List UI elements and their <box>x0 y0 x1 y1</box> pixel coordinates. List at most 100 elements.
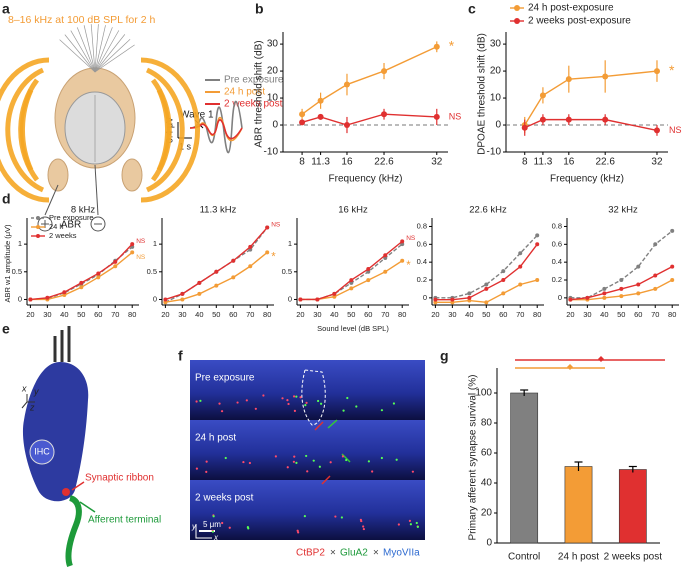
ribbon-dot <box>62 488 70 496</box>
speaker-line <box>64 34 96 73</box>
data-point <box>450 297 455 302</box>
cell-outline <box>301 369 326 426</box>
punctum <box>318 465 321 468</box>
data-point <box>619 294 624 299</box>
data-point <box>248 244 253 249</box>
axis-glyph <box>21 394 35 409</box>
data-point <box>484 300 489 305</box>
punctum <box>195 467 199 470</box>
x-tick-label: 40 <box>330 310 338 319</box>
x-axis-label: Frequency (kHz) <box>329 174 403 185</box>
data-point <box>670 228 675 233</box>
speaker-line <box>94 27 113 73</box>
data-point <box>565 76 572 83</box>
x-tick-label: 22.6 <box>595 157 615 168</box>
row-label: 2 weeks post <box>195 493 254 504</box>
punctum <box>218 402 221 405</box>
x-tick-label: 30 <box>583 310 591 319</box>
panel-label: a <box>2 1 10 17</box>
data-point <box>653 273 658 278</box>
legend-label: 2 weeks <box>49 231 77 240</box>
y-tick-label: 30 <box>490 39 502 50</box>
x-tick-label: 70 <box>651 310 659 319</box>
chart-title: 16 kHz <box>338 205 368 216</box>
x-tick-label: Control <box>508 552 540 563</box>
punctum <box>293 409 297 412</box>
y-tick-label: 0 <box>18 294 22 303</box>
punctum <box>416 525 419 528</box>
data-point <box>636 282 641 287</box>
data-point <box>248 264 253 269</box>
punctum <box>312 459 315 462</box>
speaker-line <box>76 27 96 73</box>
x-tick-label: 32 <box>651 157 663 168</box>
data-point <box>400 242 405 247</box>
punctum <box>295 461 298 465</box>
x-tick-label: 80 <box>128 310 136 319</box>
punctum <box>205 460 208 463</box>
punctum <box>286 399 289 402</box>
nucleus <box>29 439 55 465</box>
punctum <box>334 515 337 518</box>
data-point <box>45 295 50 300</box>
punctum <box>236 401 239 404</box>
panel-e-diagram: IHC Synaptic ribbon Afferent terminal x … <box>21 326 161 568</box>
punctum <box>254 407 257 410</box>
chart-title: 22.6 kHz <box>469 205 507 216</box>
data-point <box>400 239 405 244</box>
data-point <box>343 81 350 88</box>
data-point <box>79 285 84 290</box>
punctum <box>380 409 384 412</box>
y-axis-label: ABR w1 amplitude (μV) <box>3 224 12 303</box>
chart-title: 11.3 kHz <box>200 205 237 216</box>
data-point <box>163 297 168 302</box>
y-tick-label: 0.5 <box>282 267 292 276</box>
data-point <box>62 293 67 298</box>
x-tick-label: 30 <box>178 310 186 319</box>
end-label: * <box>449 37 455 53</box>
y-tick-label: 0.8 <box>552 221 562 230</box>
y-tick-label: -10 <box>487 147 502 158</box>
data-point <box>298 297 303 302</box>
punctum <box>221 521 224 525</box>
data-point <box>467 295 472 300</box>
legend-label: 24 h <box>49 222 64 231</box>
axis-glyph <box>195 524 212 539</box>
data-point <box>248 247 253 252</box>
data-point <box>484 282 489 287</box>
punctum <box>340 516 343 519</box>
punctum <box>247 527 250 530</box>
end-label: * <box>406 260 411 272</box>
punctum <box>319 402 323 405</box>
punctum <box>242 460 245 464</box>
scale-label: 5 μm <box>203 520 221 529</box>
data-point <box>602 295 607 300</box>
legend-label: 2 weeks post <box>224 99 283 110</box>
data-point <box>79 280 84 285</box>
ribbon-label: Synaptic ribbon <box>85 473 154 484</box>
data-point <box>366 267 371 272</box>
data-point <box>113 264 118 269</box>
stain-separator: × <box>330 548 336 559</box>
stain-separator: × <box>373 548 379 559</box>
image-row <box>190 480 425 540</box>
x-tick-label: 8 <box>299 157 305 168</box>
axis-label: y <box>191 522 197 531</box>
end-label: NS <box>449 111 462 121</box>
y-tick-label: 0.2 <box>417 275 427 284</box>
wave-trace <box>189 119 243 140</box>
data-point <box>653 286 658 291</box>
data-point <box>180 291 185 296</box>
speaker-line <box>94 34 126 73</box>
axis-label: x <box>21 383 27 393</box>
y-tick-label: 1 <box>153 239 157 248</box>
punctum <box>287 402 290 406</box>
x-tick-label: 8 <box>522 157 528 168</box>
y-tick-label: 60 <box>481 448 493 459</box>
data-point <box>670 278 675 283</box>
punctum <box>371 470 374 473</box>
x-tick-label: 40 <box>600 310 608 319</box>
x-axis-label: Frequency (kHz) <box>550 174 624 185</box>
data-point <box>381 68 388 75</box>
